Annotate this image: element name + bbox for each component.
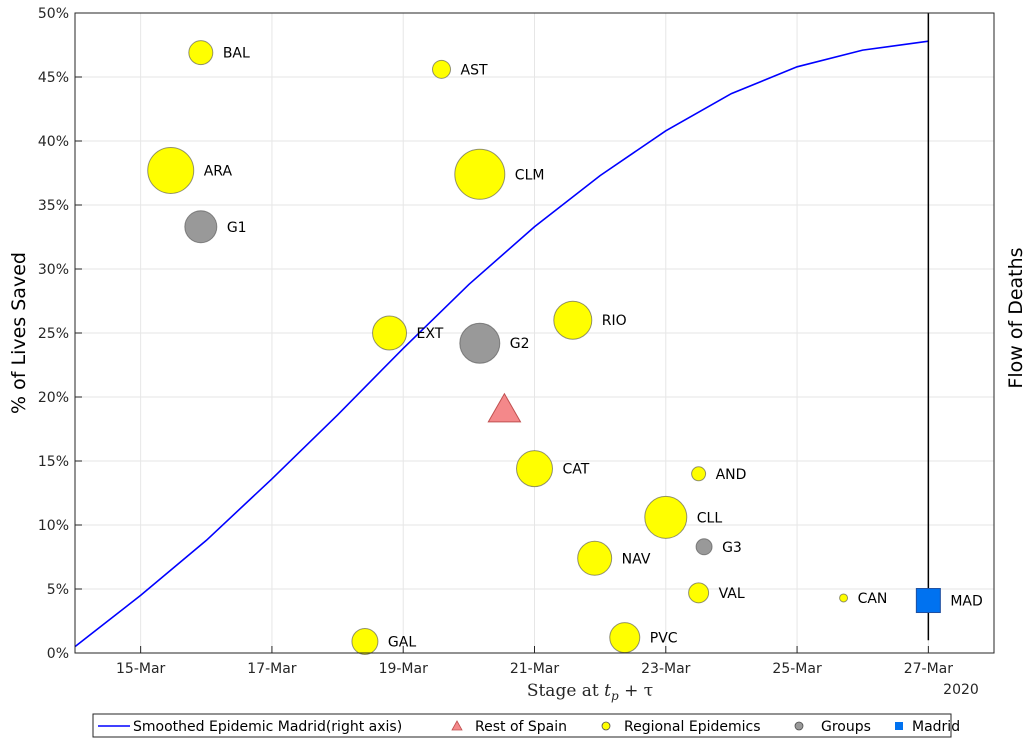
point-label-can: CAN [858, 591, 888, 607]
point-label-gal: GAL [388, 634, 416, 650]
legend-item-madrid-line: Smoothed Epidemic Madrid(right axis) [98, 719, 402, 735]
marker-nav [577, 540, 613, 576]
marker-cat [516, 450, 553, 488]
y-tick-label: 40% [38, 134, 69, 150]
y-tick-label: 45% [38, 70, 69, 86]
marker-ast [432, 59, 452, 79]
legend-item-rest-of-spain: Rest of Spain [451, 719, 567, 735]
y-tick-label: 50% [38, 6, 69, 22]
point-label-ext: EXT [417, 326, 444, 342]
marker-mad [915, 588, 941, 614]
point-label-nav: NAV [622, 551, 651, 567]
year-label: 2020 [943, 682, 979, 698]
legend-label: Groups [821, 719, 871, 735]
marker-and [691, 466, 707, 482]
marker-cll [644, 495, 688, 539]
point-label-rio: RIO [602, 313, 627, 329]
marker-ara [147, 146, 195, 194]
marker-gal [351, 627, 379, 655]
legend-square-swatch [895, 722, 903, 730]
marker-pvc [609, 622, 641, 654]
point-label-pvc: PVC [650, 631, 678, 647]
x-axis-title: Stage at tp + τ [527, 681, 653, 703]
marker-can [839, 593, 849, 603]
legend-label: Smoothed Epidemic Madrid(right axis) [133, 719, 402, 735]
legend-item-regional-epidemics: Regional Epidemics [601, 719, 761, 735]
marker-g2 [459, 322, 501, 364]
legend: Smoothed Epidemic Madrid(right axis) Rest… [92, 713, 960, 738]
marker-rio [553, 300, 593, 340]
y-tick-label: 10% [38, 518, 69, 534]
y-tick-label: 5% [47, 582, 69, 598]
y-tick-label: 20% [38, 390, 69, 406]
point-label-cat: CAT [563, 462, 590, 478]
marker-val [688, 582, 710, 604]
legend-item-madrid: Madrid [895, 719, 960, 735]
right-axis-title: Flow of Deaths [1005, 247, 1026, 388]
legend-triangle-swatch [451, 720, 463, 731]
legend-label: Regional Epidemics [624, 719, 761, 735]
legend-label: Madrid [912, 719, 960, 735]
marker-rest-of-spain [487, 392, 522, 423]
point-label-bal: BAL [223, 46, 250, 62]
marker-clm [454, 148, 506, 200]
y-tick-label: 15% [38, 454, 69, 470]
axes-box [74, 12, 995, 654]
point-label-ara: ARA [204, 163, 233, 179]
line-series [74, 13, 930, 648]
x-tick-label: 25-Mar [772, 661, 822, 677]
marker-ext [372, 315, 408, 351]
point-label-cll: CLL [697, 510, 723, 526]
x-tick-label: 21-Mar [510, 661, 560, 677]
legend-circle-swatch [601, 721, 611, 731]
legend-circle-swatch [794, 721, 804, 731]
marker-g3 [695, 538, 713, 556]
point-label-g2: G2 [510, 336, 530, 352]
y-tick-label: 30% [38, 262, 69, 278]
y-tick-label: 35% [38, 198, 69, 214]
point-label-val: VAL [719, 586, 745, 602]
point-label-ast: AST [461, 62, 488, 78]
data-labels: BAL AST ARA CLM EXT RIO CAT AND CLL NAV VAL CAN GAL P… [204, 46, 983, 651]
x-tick-label: 19-Mar [379, 661, 429, 677]
line-madrid-smoothed [74, 40, 929, 648]
y-tick-label: 0% [47, 646, 69, 662]
y-axis-title: % of Lives Saved [8, 252, 30, 414]
marker-g1 [184, 210, 218, 244]
legend-item-groups: Groups [794, 719, 871, 735]
data-markers [147, 40, 941, 655]
point-label-and: AND [716, 467, 747, 483]
y-tick-label: 25% [38, 326, 69, 342]
legend-label: Rest of Spain [475, 719, 567, 735]
point-label-clm: CLM [515, 167, 545, 183]
x-tick-label: 17-Mar [247, 661, 297, 677]
x-tick-label: 15-Mar [116, 661, 166, 677]
x-tick-label: 27-Mar [904, 661, 954, 677]
marker-bal [188, 40, 214, 66]
x-tick-label: 23-Mar [641, 661, 691, 677]
axes: 15-Mar 17-Mar 19-Mar 21-Mar 23-Mar 25-Mar 27-M… [38, 6, 995, 677]
legend-box [92, 713, 952, 738]
point-label-g1: G1 [227, 220, 247, 236]
point-label-mad: MAD [950, 594, 982, 610]
point-label-g3: G3 [722, 540, 742, 556]
